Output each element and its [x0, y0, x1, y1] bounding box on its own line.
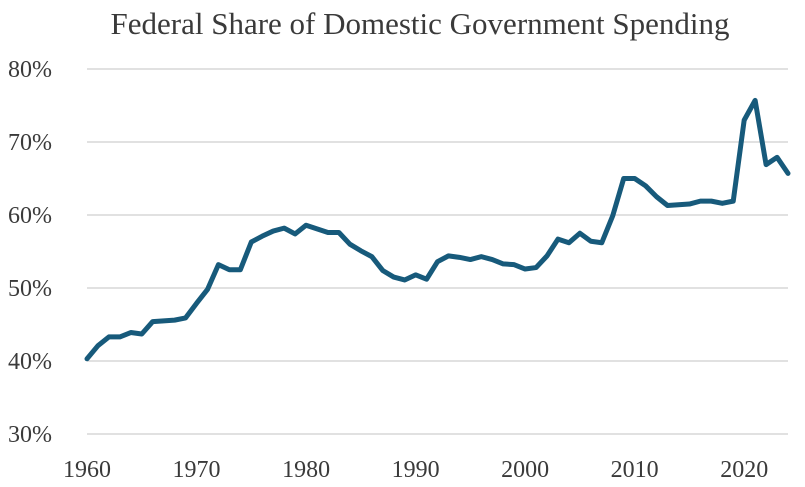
- gridlines: [87, 68, 788, 435]
- y-tick-label: 70%: [8, 130, 52, 156]
- x-tick-label: 1960: [63, 457, 111, 483]
- y-tick-label: 80%: [8, 57, 52, 83]
- series-layer: [84, 97, 791, 362]
- series-line-federal-share: [84, 97, 791, 362]
- y-tick-label: 60%: [8, 203, 52, 229]
- x-tick-label: 1990: [392, 457, 440, 483]
- x-tick-label: 2020: [720, 457, 768, 483]
- x-tick-label: 1970: [173, 457, 221, 483]
- chart-title: Federal Share of Domestic Government Spe…: [111, 6, 730, 41]
- y-axis-ticks: 30% 40% 50% 60% 70% 80%: [8, 57, 52, 448]
- x-tick-label: 1980: [282, 457, 330, 483]
- y-tick-label: 30%: [8, 422, 52, 448]
- x-tick-label: 2010: [611, 457, 659, 483]
- y-tick-label: 40%: [8, 349, 52, 375]
- x-tick-label: 2000: [501, 457, 549, 483]
- y-tick-label: 50%: [8, 276, 52, 302]
- x-axis-ticks: 1960 1970 1980 1990 2000 2010 2020: [63, 457, 768, 483]
